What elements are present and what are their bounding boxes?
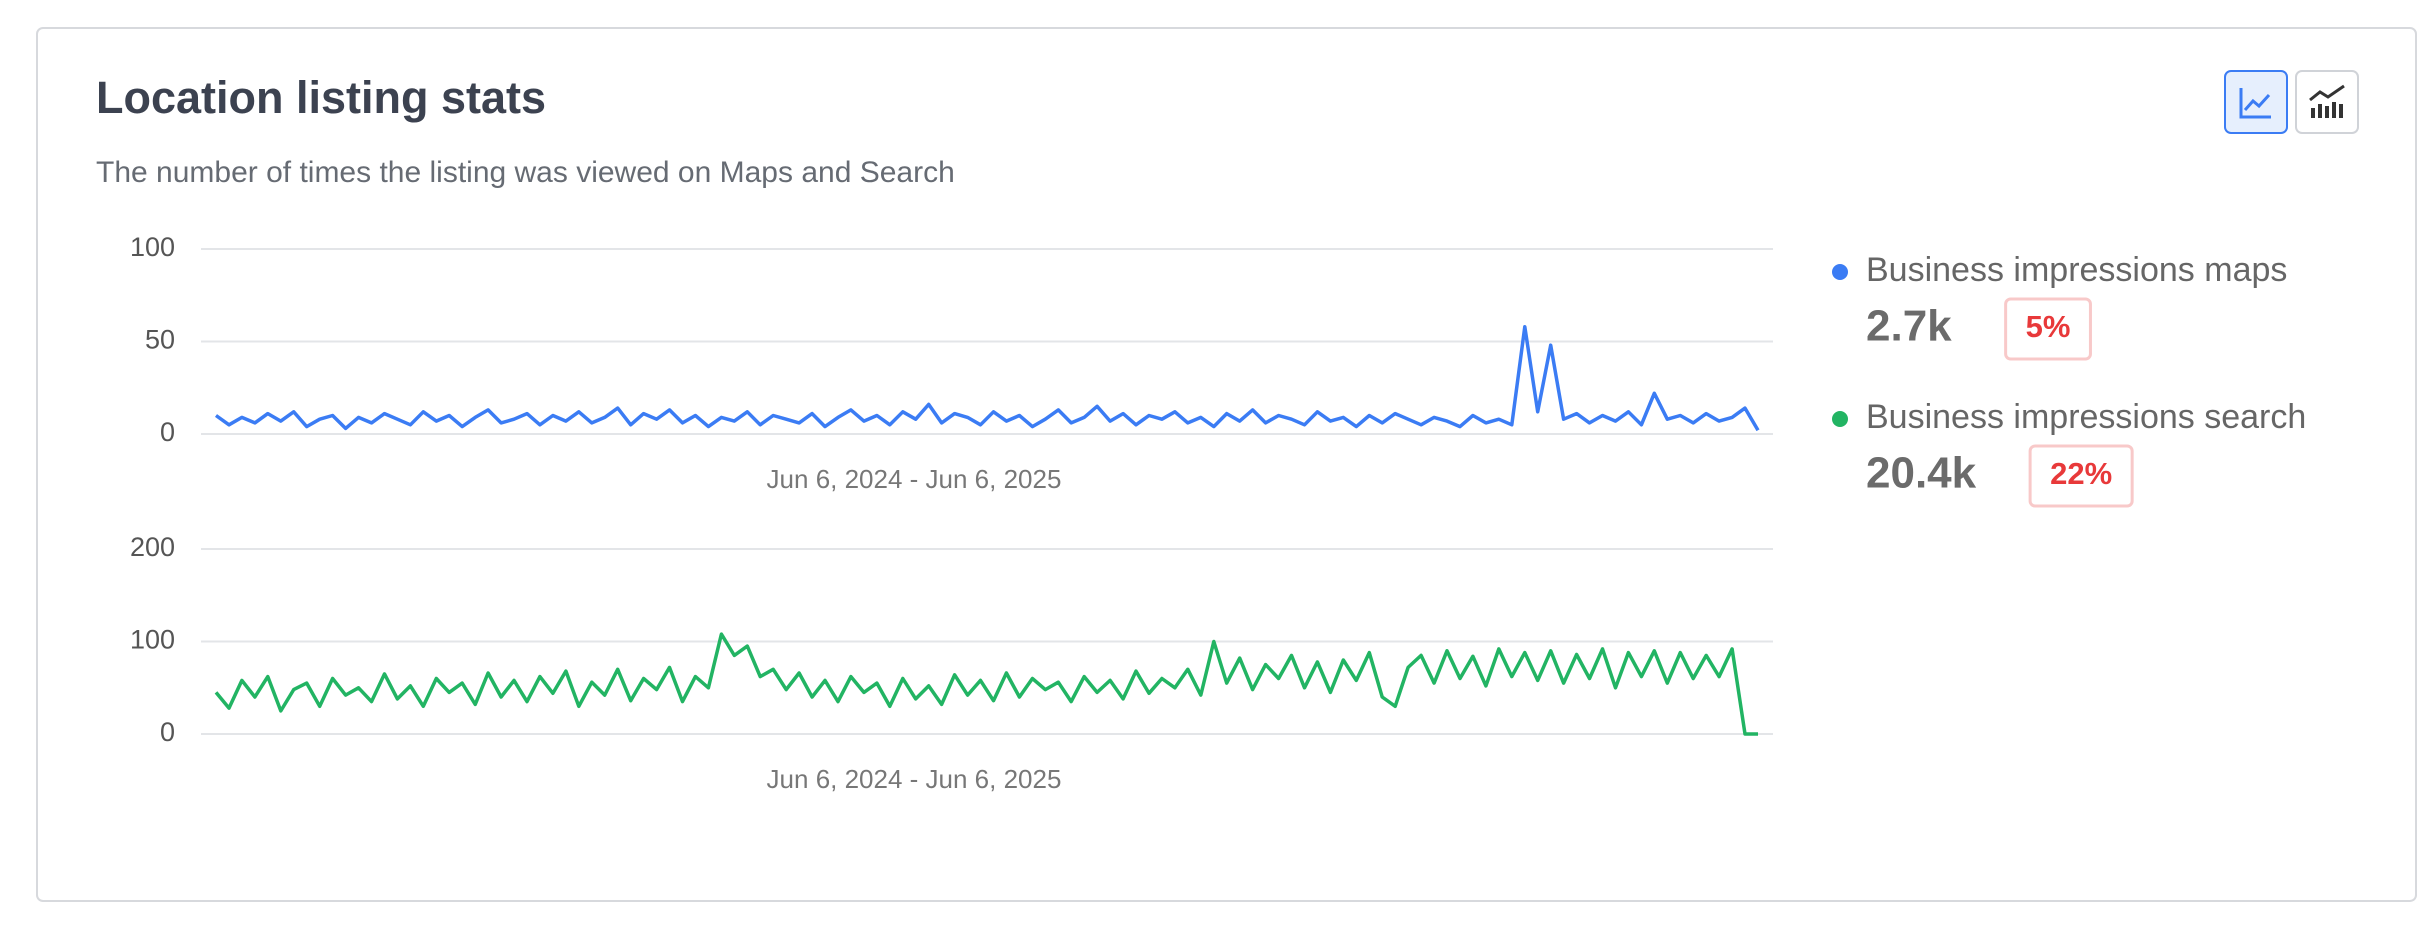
change-badge: 22% [2028, 444, 2134, 508]
combo-icon [2311, 102, 2343, 118]
summary-total: 2.7k [1866, 302, 1952, 351]
y-tick-label: 100 [130, 232, 175, 262]
card-subtitle: The number of times the listing was view… [96, 156, 955, 189]
y-tick-label: 0 [160, 417, 175, 447]
card-title: Location listing stats [96, 72, 546, 123]
line-view-button[interactable] [2224, 70, 2288, 134]
change-badge-text: 5% [2026, 309, 2071, 344]
line-icon [2243, 93, 2271, 111]
change-badge-box [2004, 297, 2092, 361]
combo-icon [2309, 84, 2345, 102]
y-tick-label: 200 [130, 532, 175, 562]
x-axis-label: Jun 6, 2024 - Jun 6, 2025 [767, 764, 1062, 794]
change-badge-text: 22% [2050, 456, 2112, 491]
legend-dot [1832, 264, 1848, 280]
line-icon [2239, 88, 2271, 119]
legend-label: Business impressions maps [1866, 251, 2287, 289]
y-tick-label: 50 [145, 325, 175, 355]
combo-view-button[interactable] [2295, 70, 2359, 134]
card [36, 27, 2417, 902]
data-line [214, 324, 1760, 432]
x-axis-label: Jun 6, 2024 - Jun 6, 2025 [767, 464, 1062, 494]
y-tick-label: 0 [160, 717, 175, 747]
legend-label: Business impressions search [1866, 398, 2306, 436]
summary-total: 20.4k [1866, 449, 1977, 498]
change-badge-box [2028, 444, 2134, 508]
y-tick-label: 100 [130, 625, 175, 655]
data-line [214, 632, 1758, 736]
change-badge: 5% [2004, 297, 2092, 361]
combo-view-button[interactable] [2295, 70, 2359, 134]
legend-dot [1832, 411, 1848, 427]
